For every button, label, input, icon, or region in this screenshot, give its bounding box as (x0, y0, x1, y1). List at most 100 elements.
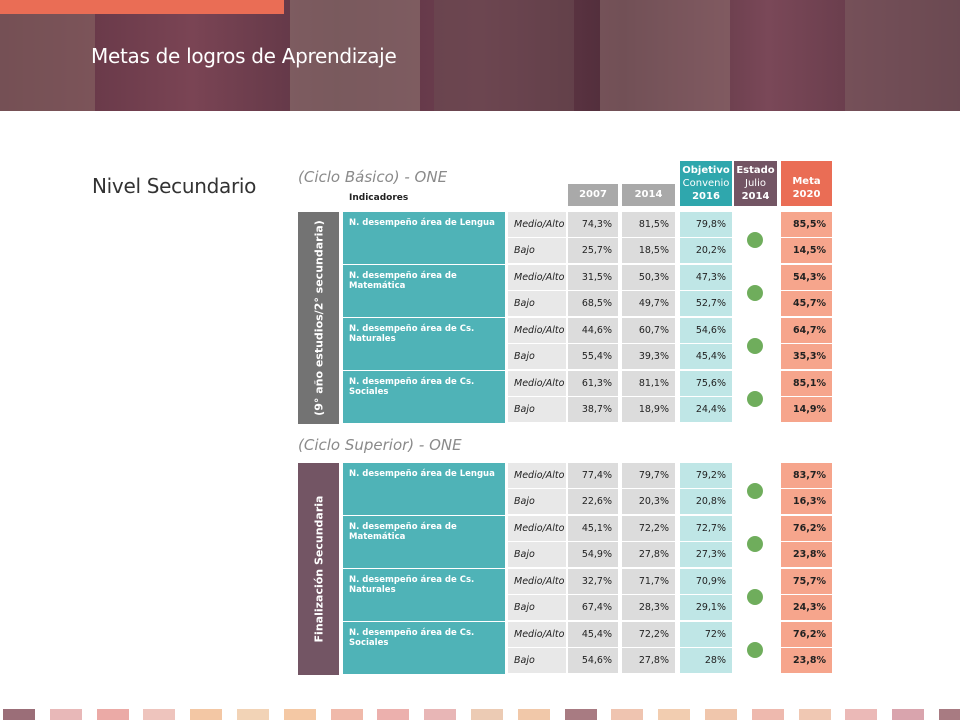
status-ok-icon (747, 642, 763, 658)
header-photo-1 (0, 0, 95, 111)
value-objetivo: 70,9% (680, 569, 732, 594)
level-cell: Bajo (508, 397, 566, 422)
footer-square (96, 709, 129, 720)
header-banner: Metas de logros de Aprendizaje (0, 0, 960, 111)
col-head-objetivo-line: Objetivo (682, 165, 730, 176)
header-photo-5 (845, 0, 960, 111)
value-objetivo: 72% (680, 622, 732, 647)
section-band: Finalización Secundaria (298, 463, 339, 675)
col-head-meta-line: 2020 (792, 189, 821, 200)
value-meta: 35,3% (781, 344, 832, 369)
level-cell: Bajo (508, 344, 566, 369)
level-cell: Medio/Alto (508, 212, 566, 237)
indicator-cell: N. desempeño área de Lengua (343, 463, 505, 515)
value-2014: 72,2% (622, 516, 675, 541)
value-2007: 45,4% (568, 622, 618, 647)
value-2007: 67,4% (568, 595, 618, 620)
value-objetivo: 79,8% (680, 212, 732, 237)
value-2007: 25,7% (568, 238, 618, 263)
estado-cell (734, 318, 777, 370)
level-title: Nivel Secundario (92, 174, 257, 198)
col-head-meta-line: Meta (792, 176, 821, 187)
indicator-cell: N. desempeño área de Cs. Naturales (343, 569, 505, 621)
col-head-2007: 2007 (568, 184, 618, 206)
value-2014: 50,3% (622, 265, 675, 290)
level-cell: Bajo (508, 595, 566, 620)
col-head-objetivo-line: 2016 (692, 191, 720, 202)
footer-square (939, 709, 960, 720)
value-meta: 85,1% (781, 371, 832, 396)
value-meta: 14,5% (781, 238, 832, 263)
header-accent-bar (0, 0, 284, 14)
level-cell: Bajo (508, 489, 566, 514)
estado-cell (734, 265, 777, 317)
level-cell: Medio/Alto (508, 463, 566, 488)
footer-square (798, 709, 831, 720)
level-cell: Bajo (508, 238, 566, 263)
footer-square (283, 709, 316, 720)
estado-cell (734, 463, 777, 515)
col-head-2014: 2014 (622, 184, 675, 206)
footer-square (471, 709, 503, 720)
status-ok-icon (747, 589, 763, 605)
value-objetivo: 72,7% (680, 516, 732, 541)
section-band-label: (9° año estudios/2° secundaria) (312, 220, 325, 416)
estado-cell (734, 212, 777, 264)
value-objetivo: 27,3% (680, 542, 732, 567)
indicator-cell: N. desempeño área de Lengua (343, 212, 505, 264)
footer-square (3, 709, 35, 720)
section-band: (9° año estudios/2° secundaria) (298, 212, 339, 424)
value-2007: 54,6% (568, 648, 618, 673)
value-2014: 71,7% (622, 569, 675, 594)
value-2007: 31,5% (568, 265, 618, 290)
footer-square (424, 709, 457, 720)
level-cell: Bajo (508, 542, 566, 567)
level-cell: Medio/Alto (508, 622, 566, 647)
footer-square (49, 709, 82, 720)
value-2007: 44,6% (568, 318, 618, 343)
status-ok-icon (747, 536, 763, 552)
status-ok-icon (747, 232, 763, 248)
header-photo-4 (600, 0, 730, 111)
value-2014: 39,3% (622, 344, 675, 369)
value-2014: 60,7% (622, 318, 675, 343)
col-head-estado-line: Estado (736, 165, 775, 176)
value-meta: 64,7% (781, 318, 832, 343)
value-objetivo: 20,2% (680, 238, 732, 263)
status-ok-icon (747, 285, 763, 301)
value-2007: 61,3% (568, 371, 618, 396)
status-ok-icon (747, 391, 763, 407)
footer-square (237, 709, 269, 720)
footer-square (705, 709, 737, 720)
value-2007: 54,9% (568, 542, 618, 567)
value-meta: 85,5% (781, 212, 832, 237)
value-meta: 23,8% (781, 542, 832, 567)
footer-square (892, 709, 925, 720)
value-2007: 22,6% (568, 489, 618, 514)
estado-cell (734, 516, 777, 568)
value-2014: 81,5% (622, 212, 675, 237)
footer-square (751, 709, 784, 720)
level-cell: Medio/Alto (508, 371, 566, 396)
value-meta: 54,3% (781, 265, 832, 290)
value-meta: 24,3% (781, 595, 832, 620)
footer-square (564, 709, 597, 720)
indicator-cell: N. desempeño área de Matemática (343, 265, 505, 317)
value-objetivo: 29,1% (680, 595, 732, 620)
section-title: (Ciclo Superior) - ONE (298, 436, 462, 454)
col-head-objetivo: Objetivo Convenio 2016 (680, 161, 732, 206)
footer-square (377, 709, 410, 720)
value-meta: 75,7% (781, 569, 832, 594)
col-head-objetivo-line: Convenio (682, 178, 730, 189)
header-photo-2 (290, 0, 420, 111)
footer-square (517, 709, 550, 720)
value-meta: 76,2% (781, 516, 832, 541)
value-2014: 27,8% (622, 648, 675, 673)
value-2014: 18,9% (622, 397, 675, 422)
value-2014: 20,3% (622, 489, 675, 514)
value-meta: 14,9% (781, 397, 832, 422)
value-objetivo: 47,3% (680, 265, 732, 290)
level-cell: Medio/Alto (508, 569, 566, 594)
footer-square (658, 709, 691, 720)
level-cell: Medio/Alto (508, 318, 566, 343)
